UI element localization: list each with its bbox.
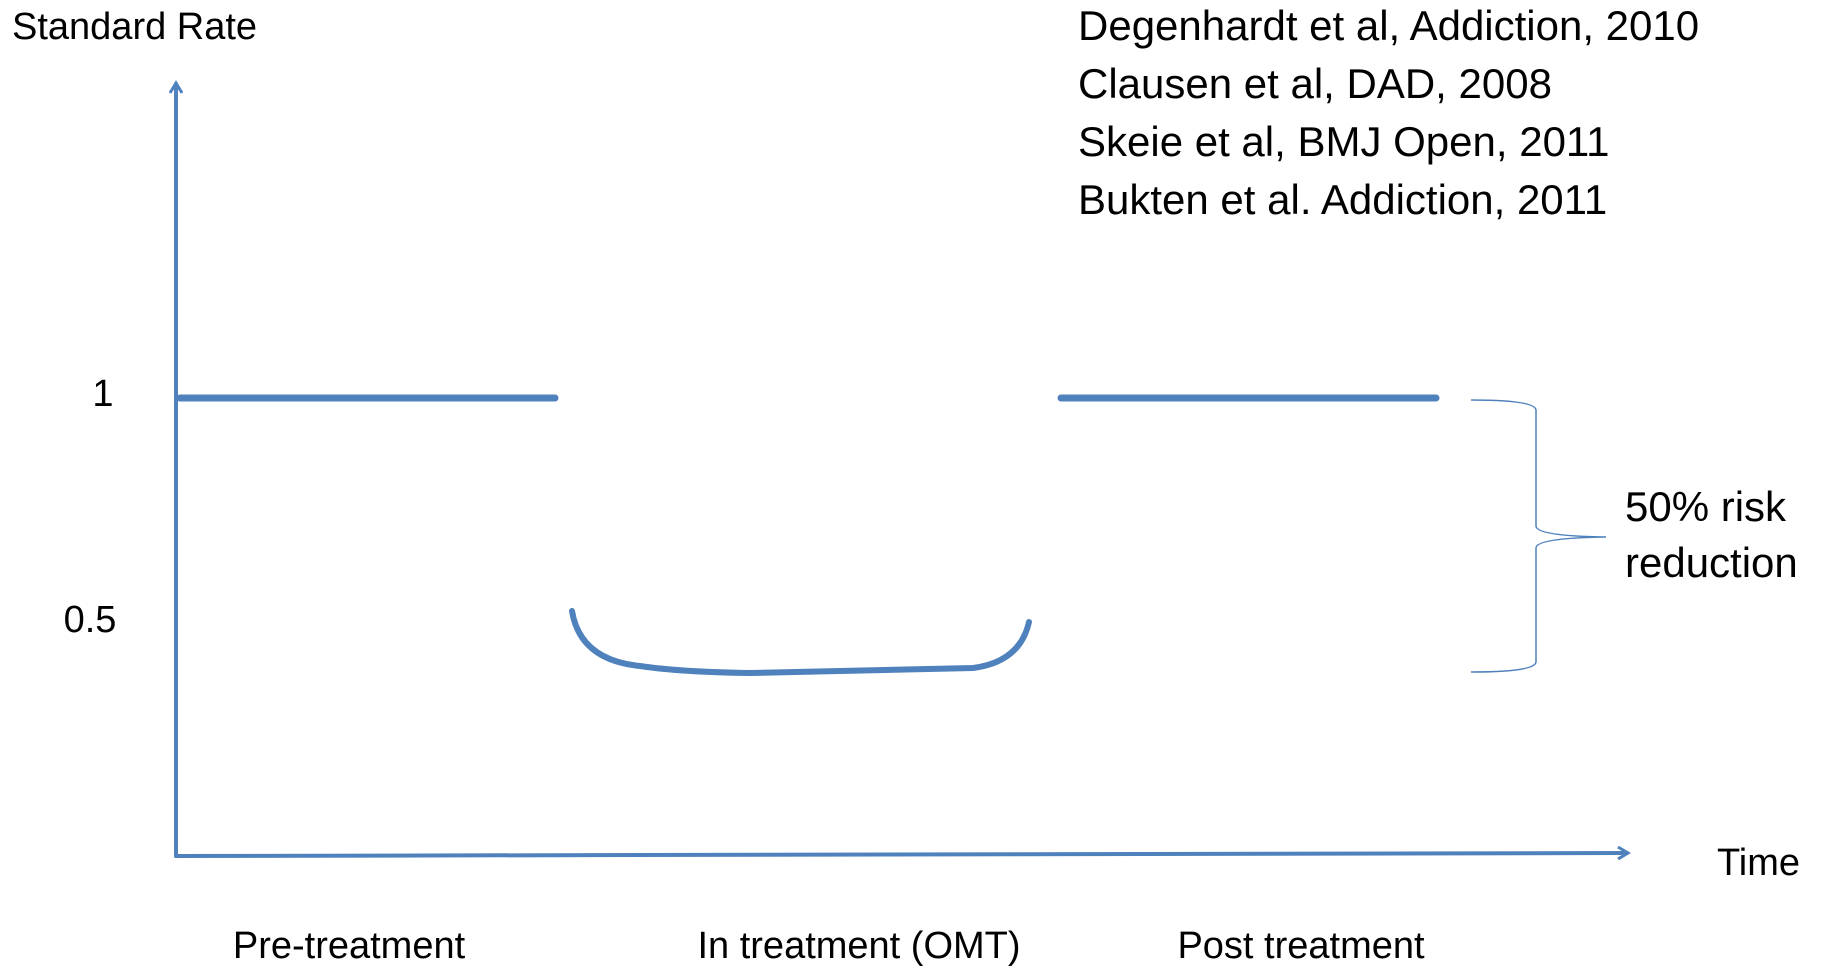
- phase-label: Post treatment: [1177, 925, 1425, 967]
- phase-label: In treatment (OMT): [697, 925, 1020, 967]
- reference: Skeie et al, BMJ Open, 2011: [1078, 118, 1610, 165]
- y-tick-label: 0.5: [64, 599, 117, 641]
- y-tick-label: 1: [92, 373, 113, 415]
- phase-label: Pre-treatment: [233, 925, 466, 967]
- reference: Degenhardt et al, Addiction, 2010: [1078, 2, 1699, 49]
- x-axis: [174, 853, 1627, 856]
- brace: [1470, 399, 1607, 673]
- annotation: reduction: [1625, 539, 1798, 586]
- annotation: 50% risk: [1625, 483, 1787, 530]
- reference: Clausen et al, DAD, 2008: [1078, 60, 1552, 107]
- reference: Bukten et al. Addiction, 2011: [1078, 176, 1607, 223]
- x-axis-label: Time: [1717, 842, 1800, 884]
- in-treatment-curve: [569, 608, 1032, 677]
- y-axis-label: Standard Rate: [12, 6, 257, 48]
